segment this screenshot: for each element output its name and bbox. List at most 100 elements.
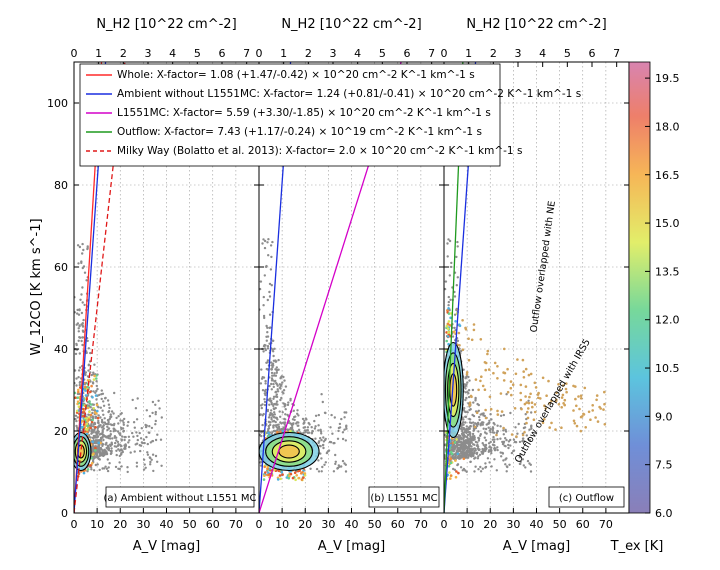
ytick-label: 40	[54, 343, 68, 356]
gray-point	[323, 411, 327, 414]
gray-point	[482, 450, 485, 454]
gray-point	[261, 242, 264, 245]
gray-point	[272, 419, 276, 423]
gray-point	[474, 422, 477, 425]
legend-entry-2: L1551MC: X-factor= 5.59 (+3.30/-1.85) × …	[117, 107, 491, 119]
gray-point	[284, 418, 287, 421]
gray-point	[317, 459, 320, 462]
gray-point	[261, 376, 264, 379]
gray-point	[334, 460, 337, 463]
toptick-label-c: 7	[613, 47, 620, 60]
gray-point	[345, 424, 348, 427]
colorbar-tick-label: 16.5	[655, 169, 680, 182]
color-point	[446, 327, 450, 330]
color-point	[95, 412, 98, 415]
gray-point	[259, 287, 262, 291]
gray-point	[92, 469, 96, 472]
gray-point	[502, 429, 505, 432]
gray-point	[76, 426, 79, 429]
color-point	[89, 464, 92, 467]
color-point	[449, 457, 453, 461]
gray-point	[320, 457, 323, 460]
gray-point	[518, 440, 522, 444]
gray-point	[458, 443, 462, 446]
color-point	[510, 433, 514, 436]
gray-point	[505, 393, 508, 396]
color-point	[557, 403, 561, 406]
gray-point	[530, 411, 533, 414]
color-point	[544, 407, 547, 410]
toptick-label-b: 0	[256, 47, 263, 60]
gray-point	[487, 450, 490, 453]
toptick-label-b: 1	[280, 47, 287, 60]
gray-point	[263, 239, 267, 243]
gray-point	[462, 443, 466, 447]
color-point	[77, 388, 80, 392]
gray-point	[136, 397, 139, 400]
gray-point	[490, 452, 493, 455]
color-point	[537, 396, 540, 400]
gray-point	[120, 439, 123, 442]
gray-point	[461, 418, 464, 421]
gray-point	[270, 409, 273, 412]
gray-point	[487, 421, 491, 424]
toptick-label-a: 4	[169, 47, 176, 60]
gray-point	[473, 443, 476, 446]
toptick-label-c: 4	[539, 47, 546, 60]
gray-point	[493, 447, 497, 450]
gray-point	[522, 464, 525, 467]
gray-point	[87, 413, 90, 416]
xtick-label-a: 10	[90, 518, 104, 531]
gray-point	[469, 438, 472, 441]
gray-point	[496, 448, 499, 452]
gray-point	[279, 415, 282, 418]
gray-point	[135, 465, 139, 468]
gray-point	[508, 463, 511, 466]
gray-point	[281, 411, 284, 414]
gray-point	[100, 426, 104, 429]
color-point	[572, 384, 575, 388]
gray-point	[95, 389, 98, 393]
color-point	[519, 383, 523, 387]
gray-point	[282, 389, 286, 392]
gray-point	[279, 377, 282, 380]
gray-point	[94, 391, 97, 394]
gray-point	[509, 411, 512, 415]
color-point	[93, 374, 96, 378]
color-point	[77, 390, 80, 394]
color-point	[554, 428, 557, 431]
gray-point	[462, 449, 465, 452]
color-point	[447, 312, 451, 315]
color-point	[474, 378, 478, 381]
gray-point	[76, 312, 79, 315]
gray-point	[268, 313, 272, 316]
gray-point	[263, 316, 266, 320]
gray-point	[476, 441, 479, 444]
gray-point	[96, 387, 99, 391]
color-point	[510, 393, 513, 397]
ytick-label: 0	[61, 507, 68, 520]
gray-point	[454, 452, 457, 456]
color-point	[453, 441, 457, 444]
gray-point	[469, 453, 473, 457]
gray-point	[270, 377, 274, 380]
toptick-label-a: 2	[120, 47, 127, 60]
gray-point	[484, 447, 487, 450]
gray-point	[138, 431, 141, 435]
color-point	[509, 386, 513, 390]
gray-point	[459, 447, 462, 451]
gray-point	[462, 426, 465, 430]
gray-point	[259, 433, 262, 437]
color-point	[449, 444, 453, 447]
gray-point	[505, 438, 508, 442]
gray-point	[456, 435, 460, 439]
gray-point	[462, 423, 465, 426]
legend-entry-1: Ambient without L1551MC: X-factor= 1.24 …	[117, 88, 581, 100]
color-point	[527, 373, 531, 377]
gray-point	[95, 453, 99, 456]
gray-point	[127, 435, 131, 438]
gray-point	[269, 244, 273, 247]
gray-point	[267, 427, 270, 431]
gray-point	[119, 413, 122, 416]
color-point	[555, 391, 558, 395]
